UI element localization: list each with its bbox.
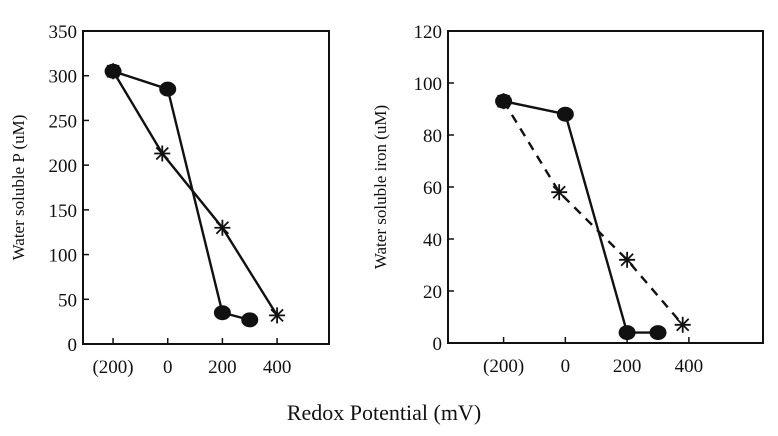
y-tick-label: 100 [49, 246, 78, 267]
plot-frame [82, 30, 330, 345]
y-tick-label: 80 [423, 126, 442, 147]
data-point-star [214, 219, 231, 236]
data-point-star [105, 63, 122, 80]
y-tick-label: 200 [49, 156, 78, 177]
x-tick-label: 400 [263, 357, 292, 378]
y-tick-label: 40 [423, 230, 442, 251]
y-tick-label: 60 [423, 178, 442, 199]
series-line-circle [112, 70, 251, 322]
y-tick-label: 150 [49, 201, 78, 222]
data-point-circle [649, 325, 667, 341]
series-line-circle [503, 100, 658, 334]
data-point-star [154, 145, 171, 162]
data-point-star [674, 316, 691, 333]
x-tick-label: 200 [613, 356, 642, 377]
data-point-star [551, 184, 568, 201]
y-tick-label: 20 [423, 282, 442, 303]
y-tick-label: 0 [68, 335, 78, 356]
data-point-circle [618, 325, 636, 341]
x-tick-label: 0 [561, 356, 571, 377]
x-tick-label: (200) [483, 356, 524, 377]
data-point-star [495, 93, 512, 110]
y-tick-label: 250 [49, 111, 78, 132]
data-point-star [269, 307, 286, 324]
data-point-circle [241, 312, 259, 328]
data-point-circle [213, 305, 231, 321]
x-tick-label: 0 [163, 357, 173, 378]
chart-water-soluble-p: 0 50 100 150 200 250 300 350 (200) 0 200 400 Water s… [9, 22, 330, 378]
y-tick-label: 100 [414, 74, 443, 95]
x-tick-label: 400 [675, 356, 704, 377]
data-point-star [619, 251, 636, 268]
plot-frame [447, 30, 764, 344]
data-point-circle [159, 81, 177, 97]
series-line-star [502, 100, 684, 326]
y-tick-label: 120 [414, 22, 443, 43]
y-axis-title: Water soluble iron (uM) [371, 105, 390, 269]
chart-water-soluble-iron: 0 20 40 60 80 100 120 (200) 0 200 400 Water soluble… [371, 22, 764, 377]
x-tick-label: 200 [208, 357, 237, 378]
data-point-circle [556, 106, 574, 122]
series-line-star [112, 70, 279, 317]
shared-x-axis-title: Redox Potential (mV) [287, 400, 481, 425]
y-tick-label: 0 [433, 334, 443, 355]
x-tick-label: (200) [92, 357, 133, 378]
y-tick-label: 350 [49, 22, 78, 43]
y-axis-title: Water soluble P (uM) [9, 115, 28, 261]
y-tick-label: 50 [58, 290, 77, 311]
y-tick-label: 300 [49, 67, 78, 88]
